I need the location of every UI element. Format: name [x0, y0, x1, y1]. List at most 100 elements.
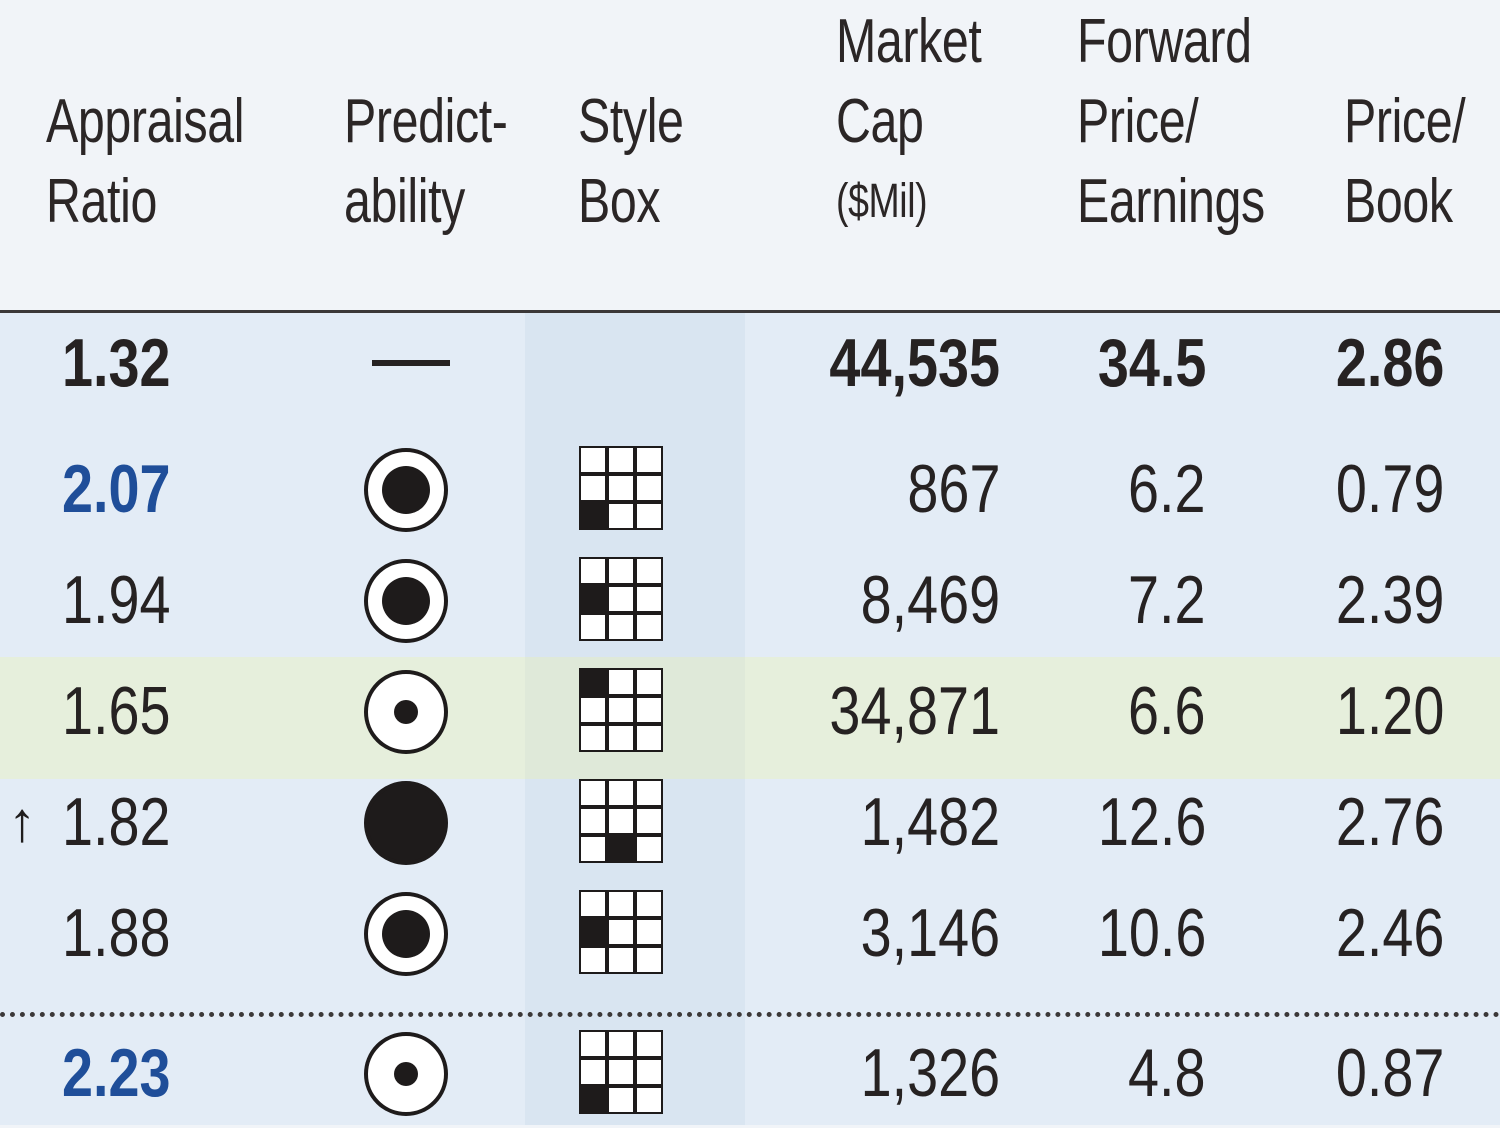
forward-pe-cell: 6.2 — [1128, 451, 1206, 527]
header-predictability-line2: ability — [344, 167, 465, 236]
forward-pe-cell: 4.8 — [1128, 1035, 1206, 1111]
style-box-cell — [635, 946, 663, 974]
style-box-cell — [635, 779, 663, 807]
style-box-grid-icon — [579, 779, 663, 863]
style-box-cell — [635, 474, 663, 502]
header-market-cap-line3: ($Mil) — [836, 175, 928, 228]
price-book-cell: 0.87 — [1335, 1035, 1444, 1111]
header-appraisal-line2: Ratio — [46, 167, 157, 236]
table-row: 1.88 3,146 10.6 2.46 — [0, 878, 1500, 988]
style-box-cell — [607, 502, 635, 530]
dotted-separator — [0, 1012, 1500, 1017]
style-box-cell — [579, 946, 607, 974]
table-row: 1.32 44,535 34.5 2.86 — [0, 308, 1500, 418]
predictability-small-ring-icon — [364, 670, 448, 754]
style-box-cell — [635, 1058, 663, 1086]
upgrade-arrow-icon: ↑ — [8, 790, 36, 853]
predictability-dash-icon — [372, 360, 450, 366]
style-box-cell — [607, 585, 635, 613]
price-book-cell: 1.20 — [1335, 673, 1444, 749]
market-cap-cell: 44,535 — [829, 325, 1000, 401]
price-book-cell: 0.79 — [1335, 451, 1444, 527]
header-market-cap: Market Cap ($Mil) — [836, 2, 982, 242]
style-box-cell — [607, 557, 635, 585]
market-cap-cell: 3,146 — [860, 895, 1000, 971]
style-box-cell — [607, 890, 635, 918]
header-appraisal-ratio: Appraisal Ratio — [46, 82, 244, 242]
style-box-cell — [635, 890, 663, 918]
highlight-row-band — [0, 657, 1500, 779]
forward-pe-cell: 7.2 — [1128, 562, 1206, 638]
market-cap-cell: 8,469 — [860, 562, 1000, 638]
price-book-cell: 2.76 — [1335, 784, 1444, 860]
appraisal-ratio-cell: 1.94 — [62, 562, 171, 638]
style-box-cell — [579, 502, 607, 530]
style-box-cell — [607, 835, 635, 863]
style-box-cell — [607, 1030, 635, 1058]
style-box-cell — [579, 1086, 607, 1114]
appraisal-ratio-cell: 2.07 — [62, 451, 171, 527]
style-box-cell — [635, 502, 663, 530]
header-forward-pe-line3: Earnings — [1077, 167, 1265, 236]
style-box-cell — [635, 807, 663, 835]
style-box-cell — [607, 668, 635, 696]
style-box-cell — [635, 446, 663, 474]
style-box-cell — [579, 446, 607, 474]
header-market-cap-line1: Market — [836, 7, 982, 76]
market-cap-cell: 1,482 — [860, 784, 1000, 860]
style-box-cell — [607, 696, 635, 724]
style-box-cell — [607, 1058, 635, 1086]
predictability-medium-ring-icon — [364, 559, 448, 643]
header-price-book-line2: Book — [1344, 167, 1453, 236]
style-box-cell — [607, 474, 635, 502]
header-predictability: Predict- ability — [344, 82, 508, 242]
style-box-grid-icon — [579, 557, 663, 641]
header-style-box: Style Box — [578, 82, 684, 242]
appraisal-ratio-cell: 2.23 — [62, 1035, 171, 1111]
price-book-cell: 2.39 — [1335, 562, 1444, 638]
style-box-cell — [579, 557, 607, 585]
style-box-cell — [579, 474, 607, 502]
style-box-cell — [607, 946, 635, 974]
style-box-grid-icon — [579, 1030, 663, 1114]
style-box-cell — [607, 1086, 635, 1114]
market-cap-cell: 1,326 — [860, 1035, 1000, 1111]
style-box-cell — [635, 585, 663, 613]
style-box-cell — [635, 1030, 663, 1058]
style-box-cell — [635, 724, 663, 752]
header-forward-pe-line1: Forward — [1077, 7, 1252, 76]
style-box-grid-icon — [579, 890, 663, 974]
style-box-cell — [607, 724, 635, 752]
style-box-cell — [607, 779, 635, 807]
style-box-cell — [579, 585, 607, 613]
market-cap-cell: 867 — [906, 451, 1000, 527]
style-box-cell — [607, 446, 635, 474]
style-box-cell — [635, 918, 663, 946]
style-box-cell — [635, 1086, 663, 1114]
header-style-box-line1: Style — [578, 87, 684, 156]
appraisal-ratio-cell: 1.88 — [62, 895, 171, 971]
market-cap-cell: 34,871 — [829, 673, 1000, 749]
style-box-cell — [635, 835, 663, 863]
style-box-cell — [579, 613, 607, 641]
table-row: 1.94 8,469 7.2 2.39 — [0, 545, 1500, 655]
header-price-book-line1: Price/ — [1344, 87, 1466, 156]
style-box-cell — [579, 668, 607, 696]
header-forward-pe: Forward Price/ Earnings — [1077, 2, 1265, 242]
style-box-cell — [635, 696, 663, 724]
predictability-medium-ring-icon — [364, 448, 448, 532]
header-price-book: Price/ Book — [1344, 82, 1466, 242]
style-box-cell — [579, 1058, 607, 1086]
price-book-cell: 2.86 — [1335, 325, 1444, 401]
style-box-cell — [635, 668, 663, 696]
table-row: 2.23 1,326 4.8 0.87 — [0, 1018, 1500, 1128]
style-box-cell — [607, 807, 635, 835]
appraisal-ratio-cell: 1.32 — [62, 325, 171, 401]
style-box-cell — [579, 779, 607, 807]
header-rule — [0, 310, 1500, 313]
forward-pe-cell: 34.5 — [1097, 325, 1206, 401]
header-market-cap-line2: Cap — [836, 87, 924, 156]
style-box-cell — [635, 557, 663, 585]
style-box-cell — [579, 890, 607, 918]
style-box-cell — [607, 918, 635, 946]
